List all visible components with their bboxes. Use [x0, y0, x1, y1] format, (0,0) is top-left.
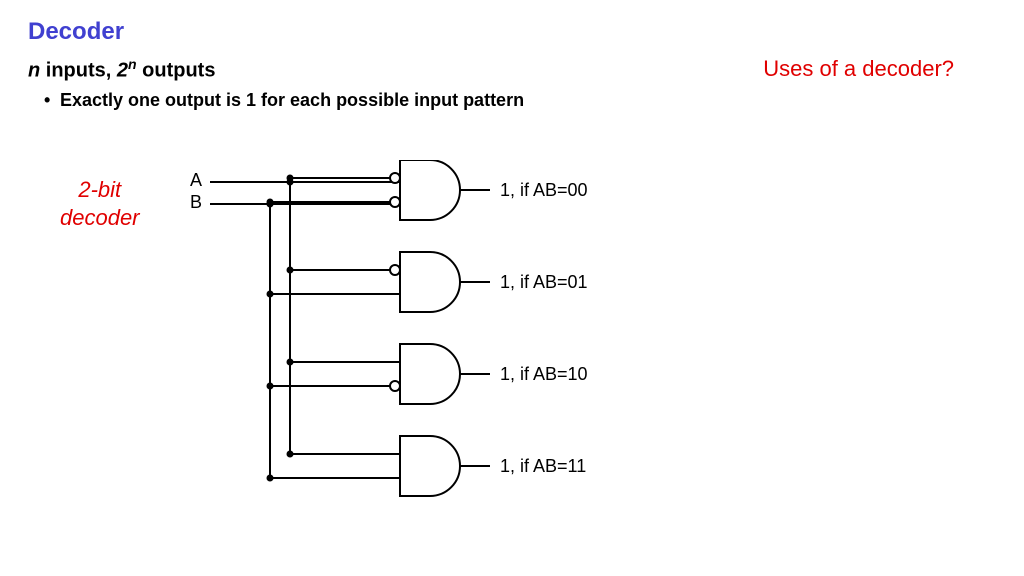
- svg-text:1, if AB=01: 1, if AB=01: [500, 272, 588, 292]
- svg-text:1, if AB=00: 1, if AB=00: [500, 180, 588, 200]
- decoder-circuit: AB 1, if AB=00 1, if AB=01 1, if AB=10 1, if…: [180, 160, 660, 525]
- svg-text:B: B: [190, 192, 202, 212]
- svg-text:A: A: [190, 170, 202, 190]
- svg-text:1, if AB=10: 1, if AB=10: [500, 364, 588, 384]
- circuit-svg: AB 1, if AB=00 1, if AB=01 1, if AB=10 1, if…: [180, 160, 660, 520]
- page-title: Decoder: [28, 18, 124, 46]
- svg-text:1, if AB=11: 1, if AB=11: [500, 456, 586, 476]
- diagram-caption: 2-bit decoder: [60, 176, 140, 231]
- subtitle-2: 2: [117, 60, 128, 82]
- subtitle-exp: n: [128, 56, 137, 72]
- uses-question: Uses of a decoder?: [763, 56, 954, 82]
- subtitle-end: outputs: [137, 60, 216, 82]
- subtitle-mid: inputs,: [40, 60, 117, 82]
- subtitle-n: n: [28, 60, 40, 82]
- diagram-caption-l2: decoder: [60, 205, 140, 230]
- bullet-rule: Exactly one output is 1 for each possibl…: [60, 90, 524, 111]
- subtitle: n inputs, 2n outputs: [28, 56, 215, 83]
- diagram-caption-l1: 2-bit: [78, 177, 121, 202]
